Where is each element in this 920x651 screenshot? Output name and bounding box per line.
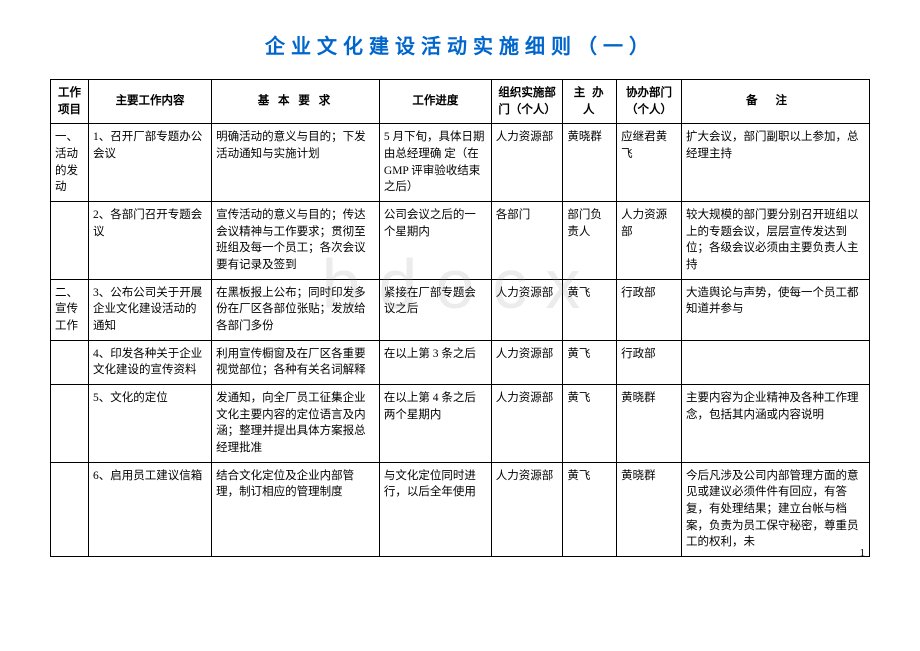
cell-assist: 行政部 <box>617 279 682 340</box>
cell-content: 6、启用员工建议信箱 <box>89 462 212 556</box>
cell-note: 今后凡涉及公司内部管理方面的意见或建议必须件件有回应，有答复，有处理结果；建立台… <box>681 462 869 556</box>
cell-assist: 应继君黄飞 <box>617 124 682 202</box>
cell-owner: 黄飞 <box>563 340 617 384</box>
cell-progress: 公司会议之后的一个星期内 <box>379 202 491 280</box>
cell-content: 2、各部门召开专题会议 <box>89 202 212 280</box>
header-progress: 工作进度 <box>379 80 491 124</box>
cell-assist: 人力资源部 <box>617 202 682 280</box>
cell-project <box>51 462 89 556</box>
cell-owner: 黄飞 <box>563 462 617 556</box>
cell-progress: 5 月下旬，具体日期由总经理确 定（在 GMP 评审验收结束之后） <box>379 124 491 202</box>
table-row: 二、宣传工作3、公布公司关于开展企业文化建设活动的通知在黑板报上公布；同时印发多… <box>51 279 870 340</box>
header-dept: 组织实施部门（个人） <box>491 80 563 124</box>
cell-requirement: 结合文化定位及企业内部管理，制订相应的管理制度 <box>212 462 380 556</box>
cell-dept: 人力资源部 <box>491 462 563 556</box>
cell-requirement: 在黑板报上公布；同时印发多份在厂区各部位张贴；发放给各部门多份 <box>212 279 380 340</box>
cell-project: 二、宣传工作 <box>51 279 89 340</box>
header-requirement: 基 本 要 求 <box>212 80 380 124</box>
cell-note: 较大规模的部门要分别召开班组以上的专题会议，层层宣传发达到位；各级会议必须由主要… <box>681 202 869 280</box>
cell-assist: 黄晓群 <box>617 462 682 556</box>
cell-progress: 在以上第 4 条之后两个星期内 <box>379 385 491 463</box>
cell-owner: 黄晓群 <box>563 124 617 202</box>
header-assist: 协办部门（个人） <box>617 80 682 124</box>
header-project: 工作项目 <box>51 80 89 124</box>
header-content: 主要工作内容 <box>89 80 212 124</box>
cell-owner: 黄飞 <box>563 279 617 340</box>
header-note: 备注 <box>681 80 869 124</box>
cell-progress: 与文化定位同时进行，以后全年使用 <box>379 462 491 556</box>
cell-dept: 人力资源部 <box>491 124 563 202</box>
cell-requirement: 利用宣传橱窗及在厂区各重要视觉部位；各种有关名词解释 <box>212 340 380 384</box>
table-row: 4、印发各种关于企业文化建设的宣传资料利用宣传橱窗及在厂区各重要视觉部位；各种有… <box>51 340 870 384</box>
cell-dept: 人力资源部 <box>491 279 563 340</box>
cell-note <box>681 340 869 384</box>
cell-project: 一、活动的发动 <box>51 124 89 202</box>
cell-progress: 在以上第 3 条之后 <box>379 340 491 384</box>
cell-requirement: 宣传活动的意义与目的；传达会议精神与工作要求；贯彻至班组及每一个员工；各次会议要… <box>212 202 380 280</box>
cell-requirement: 发通知，向全厂员工征集企业文化主要内容的定位语言及内涵；整理并提出具体方案报总经… <box>212 385 380 463</box>
cell-dept: 人力资源部 <box>491 385 563 463</box>
cell-note: 主要内容为企业精神及各种工作理念，包括其内涵或内容说明 <box>681 385 869 463</box>
table-header-row: 工作项目 主要工作内容 基 本 要 求 工作进度 组织实施部门（个人） 主 办人… <box>51 80 870 124</box>
cell-content: 4、印发各种关于企业文化建设的宣传资料 <box>89 340 212 384</box>
cell-note: 扩大会议，部门副职以上参加，总经理主持 <box>681 124 869 202</box>
cell-content: 5、文化的定位 <box>89 385 212 463</box>
table-row: 6、启用员工建议信箱结合文化定位及企业内部管理，制订相应的管理制度与文化定位同时… <box>51 462 870 556</box>
table-row: 2、各部门召开专题会议宣传活动的意义与目的；传达会议精神与工作要求；贯彻至班组及… <box>51 202 870 280</box>
cell-requirement: 明确活动的意义与目的；下发活动通知与实施计划 <box>212 124 380 202</box>
cell-content: 3、公布公司关于开展企业文化建设活动的通知 <box>89 279 212 340</box>
cell-dept: 人力资源部 <box>491 340 563 384</box>
rules-table: 工作项目 主要工作内容 基 本 要 求 工作进度 组织实施部门（个人） 主 办人… <box>50 79 870 557</box>
page-number: 1 <box>860 547 866 559</box>
cell-note: 大造舆论与声势，使每一个员工都知道并参与 <box>681 279 869 340</box>
cell-project <box>51 202 89 280</box>
page-title: 企业文化建设活动实施细则（一） <box>50 30 870 59</box>
cell-content: 1、召开厂部专题办公会议 <box>89 124 212 202</box>
cell-dept: 各部门 <box>491 202 563 280</box>
cell-assist: 黄晓群 <box>617 385 682 463</box>
table-row: 5、文化的定位发通知，向全厂员工征集企业文化主要内容的定位语言及内涵；整理并提出… <box>51 385 870 463</box>
cell-owner: 黄飞 <box>563 385 617 463</box>
cell-project <box>51 385 89 463</box>
header-owner: 主 办人 <box>563 80 617 124</box>
cell-progress: 紧接在厂部专题会议之后 <box>379 279 491 340</box>
table-row: 一、活动的发动1、召开厂部专题办公会议明确活动的意义与目的；下发活动通知与实施计… <box>51 124 870 202</box>
cell-assist: 行政部 <box>617 340 682 384</box>
cell-project <box>51 340 89 384</box>
cell-owner: 部门负责人 <box>563 202 617 280</box>
